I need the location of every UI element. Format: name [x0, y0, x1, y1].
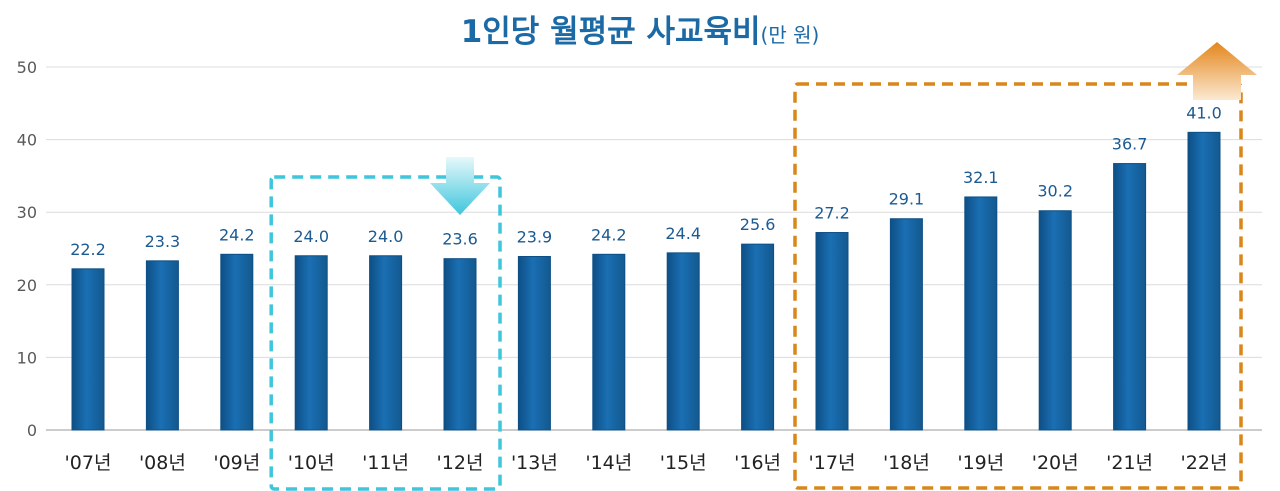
data-label: 23.9	[517, 227, 553, 246]
bar	[145, 260, 179, 431]
chart-title-unit: (만 원)	[760, 23, 820, 47]
y-tick-label: 20	[17, 276, 37, 295]
data-label: 23.6	[442, 230, 478, 249]
x-tick-label: '15년	[660, 452, 707, 474]
data-label: 32.1	[963, 168, 999, 187]
bar	[666, 252, 700, 431]
bar	[1113, 163, 1147, 431]
data-label: 23.3	[145, 232, 181, 251]
bar-layer	[71, 131, 1221, 431]
bar	[815, 232, 849, 431]
data-label: 36.7	[1112, 135, 1148, 154]
x-tick-label: '11년	[362, 452, 409, 474]
bar	[889, 218, 923, 431]
data-label: 25.6	[740, 215, 776, 234]
data-label: 24.0	[293, 227, 329, 246]
grid-layer: 0 10 20 30 40 50	[17, 58, 1262, 440]
x-tick-label: '14년	[585, 452, 632, 474]
y-tick-label: 50	[17, 58, 37, 77]
bar	[517, 255, 551, 431]
chart-title-text: 1인당 월평균 사교육비	[460, 14, 761, 50]
x-tick-label: '13년	[511, 452, 558, 474]
bar	[71, 268, 105, 431]
increase-period-box	[793, 82, 1243, 490]
up-arrow-icon	[1177, 42, 1257, 100]
data-label: 24.4	[665, 224, 701, 243]
x-tick-label: '07년	[65, 452, 112, 474]
y-tick-label: 10	[17, 348, 37, 367]
x-tick-label: '12년	[437, 452, 484, 474]
annotation-layer	[269, 42, 1257, 491]
y-tick-label: 30	[17, 203, 37, 222]
x-tick-label: '17년	[809, 452, 856, 474]
bar	[294, 255, 328, 431]
bar	[220, 253, 254, 431]
bar	[741, 243, 775, 431]
data-label: 29.1	[889, 190, 925, 209]
x-tick-label: '09년	[213, 452, 260, 474]
x-tick-label: '19년	[957, 452, 1004, 474]
x-tick-label: '10년	[288, 452, 335, 474]
data-label: 24.2	[219, 225, 255, 244]
label-layer: 22.2 '07년 23.3 '08년 24.2 '09년 24.0 '10년 24.0 '11년…	[65, 103, 1228, 474]
bar	[592, 253, 626, 431]
bar	[964, 196, 998, 431]
chart-title: 1인당 월평균 사교육비(만 원)	[0, 6, 1280, 51]
x-tick-label: '21년	[1106, 452, 1153, 474]
x-tick-label: '18년	[883, 452, 930, 474]
bar	[443, 258, 477, 431]
x-tick-label: '22년	[1181, 452, 1228, 474]
y-tick-label: 0	[27, 421, 37, 440]
data-label: 30.2	[1037, 182, 1073, 201]
x-tick-label: '20년	[1032, 452, 1079, 474]
decline-period-box	[269, 175, 502, 491]
data-label: 41.0	[1186, 103, 1222, 122]
data-label: 27.2	[814, 204, 850, 223]
data-label: 24.0	[368, 227, 404, 246]
x-tick-label: '08년	[139, 452, 186, 474]
bar	[1187, 131, 1221, 431]
bar	[1038, 210, 1072, 431]
x-tick-label: '16년	[734, 452, 781, 474]
data-label: 24.2	[591, 225, 627, 244]
data-label: 22.2	[70, 240, 106, 259]
down-arrow-icon	[430, 157, 490, 215]
y-tick-label: 40	[17, 131, 37, 150]
bar	[369, 255, 403, 431]
